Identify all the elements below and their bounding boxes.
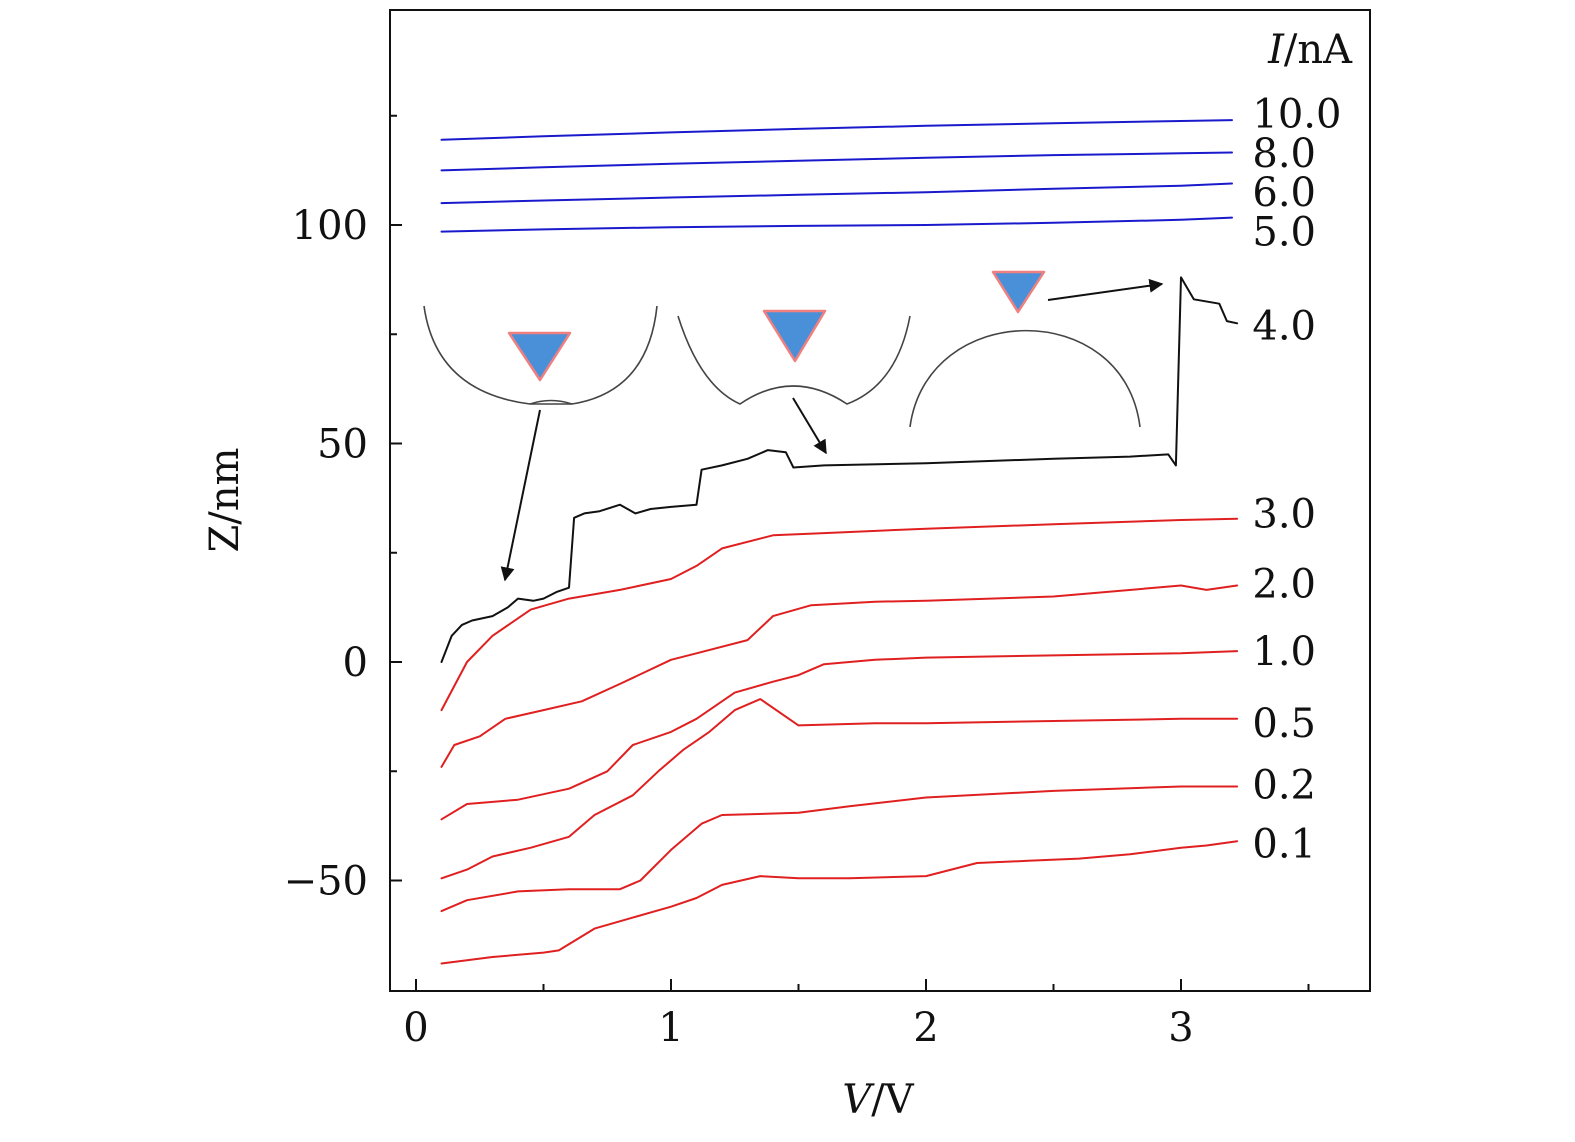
x-tick-label: 2 [913, 1005, 938, 1051]
inset-schematics [423, 305, 1141, 428]
series-line-3-0 [440, 517, 1239, 712]
tip-icon-3 [991, 270, 1046, 314]
tip-icon-1 [507, 331, 572, 382]
annotation-arrows [500, 278, 1164, 582]
curve-label: 2.0 [1252, 561, 1316, 607]
axis-ticks [390, 114, 1310, 991]
series-line-1-0 [440, 650, 1239, 821]
curve-label: 0.5 [1252, 701, 1316, 747]
curve-label: 5.0 [1252, 210, 1316, 256]
curve-label: 8.0 [1252, 131, 1316, 177]
y-tick-label: −50 [284, 859, 368, 905]
x-axis-title: V/V [842, 1077, 914, 1123]
curve-labels: 10.08.06.05.0 4.0 3.0 2.0 1.0 0.5 0.2 0.1 [1252, 92, 1341, 868]
series-line-0-1 [440, 840, 1239, 965]
x-tick-label: 3 [1168, 1005, 1193, 1051]
curve-label: 6.0 [1252, 170, 1316, 216]
tip-icon-2 [762, 309, 827, 363]
curve-label: 4.0 [1252, 304, 1316, 350]
plot-frame [389, 9, 1371, 992]
curve-label: 0.1 [1252, 821, 1316, 867]
schematic-concave-deep [423, 305, 658, 405]
series-line-5-0 [440, 216, 1233, 233]
series-line-0-5 [440, 698, 1239, 880]
arrow-to-jump [1047, 278, 1164, 301]
series-line-8-0 [440, 151, 1233, 172]
series-line-10-0 [440, 119, 1233, 141]
curve-label: 10.0 [1252, 92, 1341, 138]
series-line-0-2 [440, 785, 1239, 913]
y-tick-label: 100 [292, 203, 368, 249]
x-tick-label: 0 [403, 1005, 428, 1051]
series-layer [440, 119, 1239, 965]
arrow-to-first-step [500, 409, 541, 582]
axis-tick-labels: 0 1 2 3 −50 0 50 100 [284, 203, 1194, 1051]
x-tick-label: 1 [658, 1005, 683, 1051]
curve-label: 3.0 [1252, 491, 1316, 537]
legend-title: I/nA [1267, 27, 1353, 73]
series-line-4-0 [440, 276, 1239, 663]
curve-label: 1.0 [1252, 629, 1316, 675]
y-tick-label: 0 [343, 640, 368, 686]
arrow-to-plateau [792, 397, 827, 455]
schematic-convex-dome [909, 329, 1141, 428]
y-axis-title: Z/nm [202, 448, 248, 553]
y-tick-label: 50 [317, 422, 368, 468]
series-line-2-0 [440, 584, 1239, 768]
series-line-6-0 [440, 182, 1233, 205]
curve-label: 0.2 [1252, 762, 1316, 808]
schematic-concave-shallow [677, 315, 911, 405]
tip-icons [507, 270, 1046, 382]
